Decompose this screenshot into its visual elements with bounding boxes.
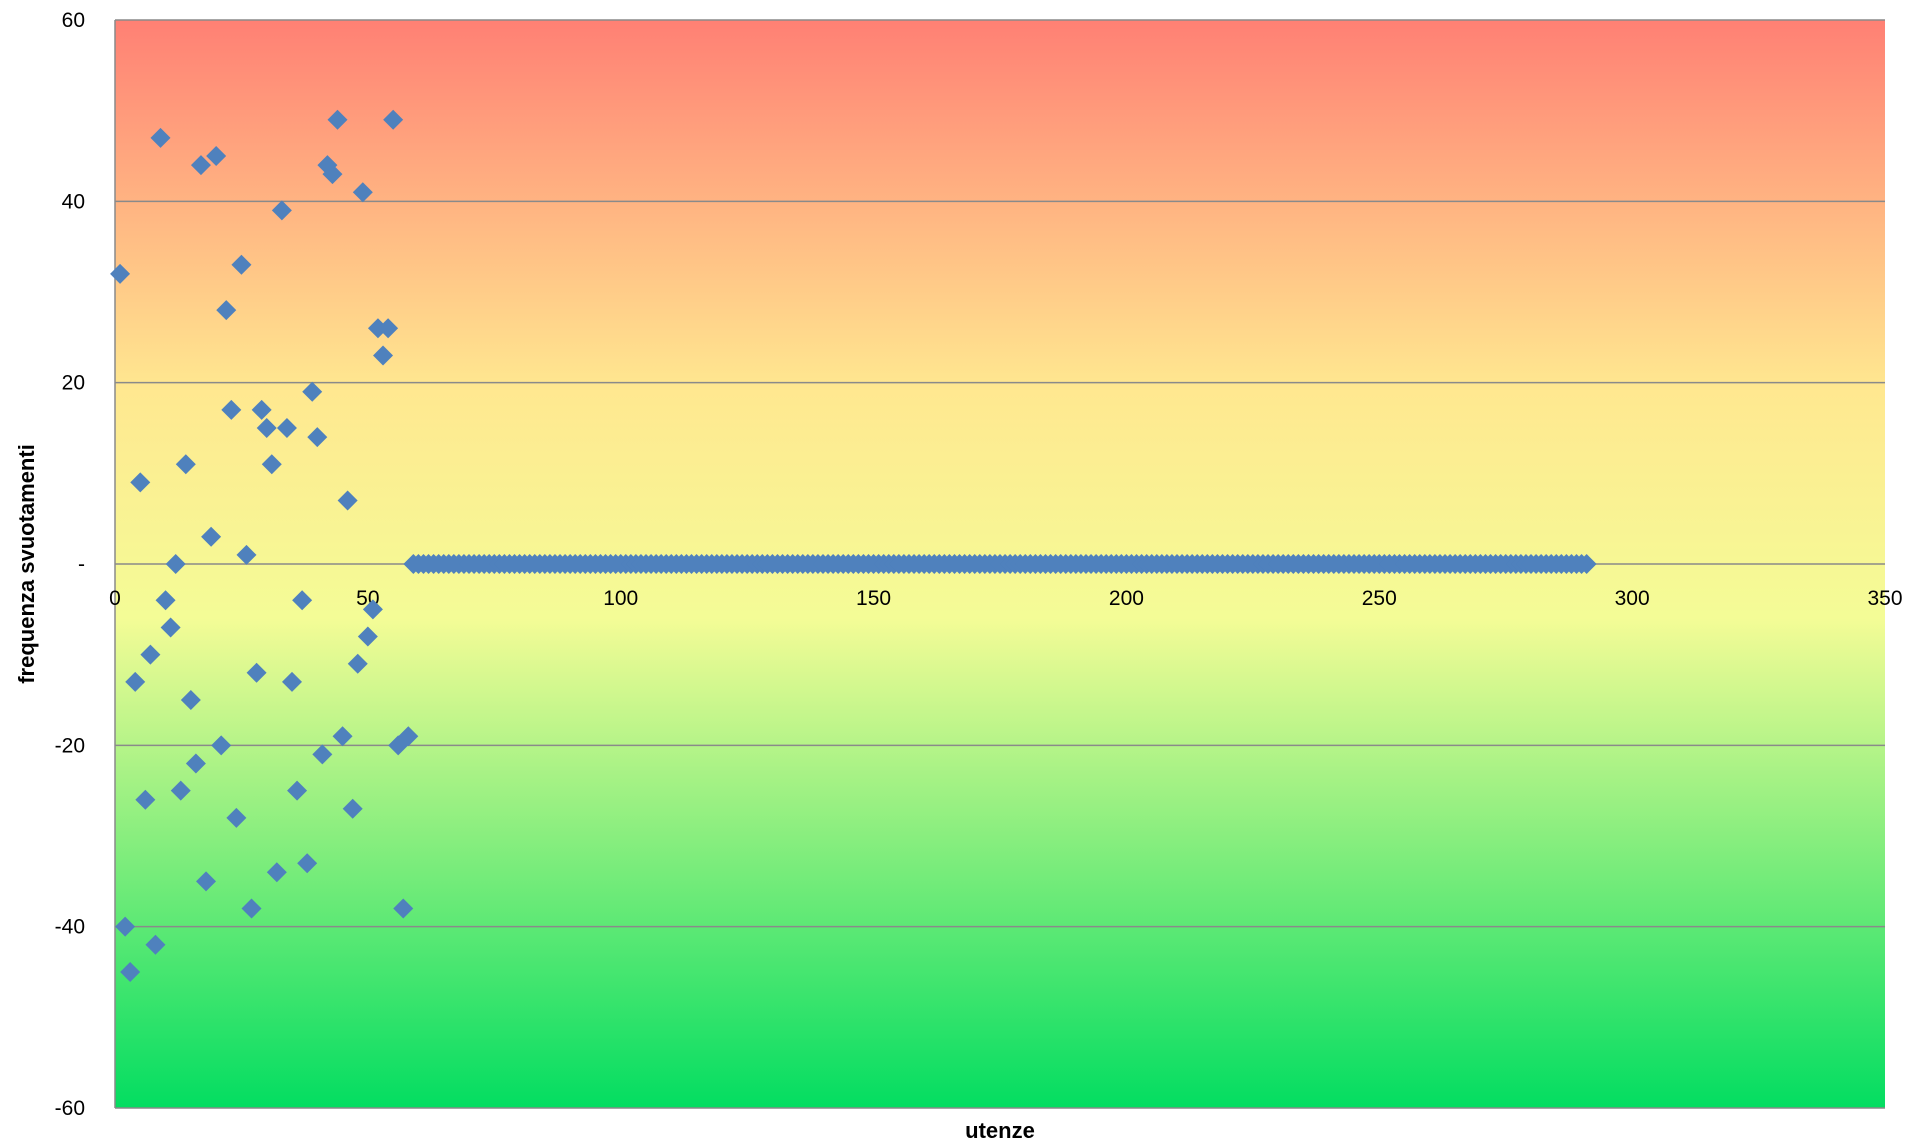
x-tick-label: 150 (856, 587, 891, 610)
data-point (145, 934, 166, 955)
data-point (322, 164, 343, 185)
data-point (221, 399, 242, 420)
data-point (170, 780, 191, 801)
data-point (271, 200, 292, 221)
data-point (246, 662, 267, 683)
data-point (125, 671, 146, 692)
y-tick-label: 60 (62, 9, 85, 32)
data-point (140, 644, 161, 665)
data-point (155, 590, 176, 611)
data-point (393, 898, 414, 919)
data-point (175, 454, 196, 475)
y-tick-label: 40 (62, 190, 85, 213)
x-tick-label: 250 (1362, 587, 1397, 610)
data-point (256, 418, 277, 438)
y-tick-label: -20 (55, 734, 85, 757)
data-point (347, 653, 368, 674)
data-point (307, 427, 328, 448)
data-point (302, 381, 323, 402)
data-point (251, 399, 272, 420)
data-point (276, 418, 297, 438)
x-tick-label: 100 (603, 587, 638, 610)
data-point (120, 962, 141, 982)
data-point (378, 318, 399, 339)
data-point (196, 871, 217, 892)
data-point (115, 916, 136, 937)
x-tick-label: 350 (1867, 587, 1902, 610)
data-point (332, 726, 353, 747)
data-point (352, 182, 373, 203)
data-point (337, 490, 358, 511)
data-point (342, 798, 363, 819)
data-points (110, 109, 1597, 982)
data-point (135, 789, 156, 810)
data-point (201, 526, 222, 547)
x-tick-label: 300 (1615, 587, 1650, 610)
data-point (236, 544, 257, 565)
x-tick-label: 200 (1109, 587, 1144, 610)
data-point (312, 744, 333, 765)
data-point (1576, 554, 1597, 574)
data-point (367, 318, 388, 339)
data-point (226, 807, 247, 828)
data-point (160, 617, 181, 638)
data-point (206, 146, 227, 166)
x-tick-label: 0 (109, 587, 121, 610)
data-point (150, 127, 171, 148)
data-point (110, 263, 131, 284)
y-tick-label: - (78, 553, 85, 576)
data-point (266, 862, 287, 883)
y-tick-label: -40 (55, 916, 85, 939)
data-point (327, 109, 348, 130)
data-point (165, 554, 186, 574)
data-point (190, 155, 211, 176)
data-point (383, 109, 404, 130)
data-point (216, 300, 237, 321)
data-point (211, 735, 232, 756)
data-point (241, 898, 262, 919)
data-point (130, 472, 151, 493)
data-point (362, 599, 383, 620)
data-point (231, 254, 252, 275)
data-point (357, 626, 378, 647)
data-point (261, 454, 282, 475)
data-point (180, 690, 201, 710)
y-tick-label: 20 (62, 372, 85, 395)
x-axis-title: utenze (965, 1118, 1035, 1143)
data-point (398, 726, 419, 747)
data-point (282, 671, 302, 692)
data-point (287, 780, 308, 801)
data-point (292, 590, 313, 611)
data-point (373, 345, 394, 366)
y-tick-label: -60 (55, 1097, 85, 1120)
y-axis-title: frequenza svuotamenti (14, 444, 39, 684)
data-point (185, 753, 206, 774)
data-point (297, 853, 318, 874)
